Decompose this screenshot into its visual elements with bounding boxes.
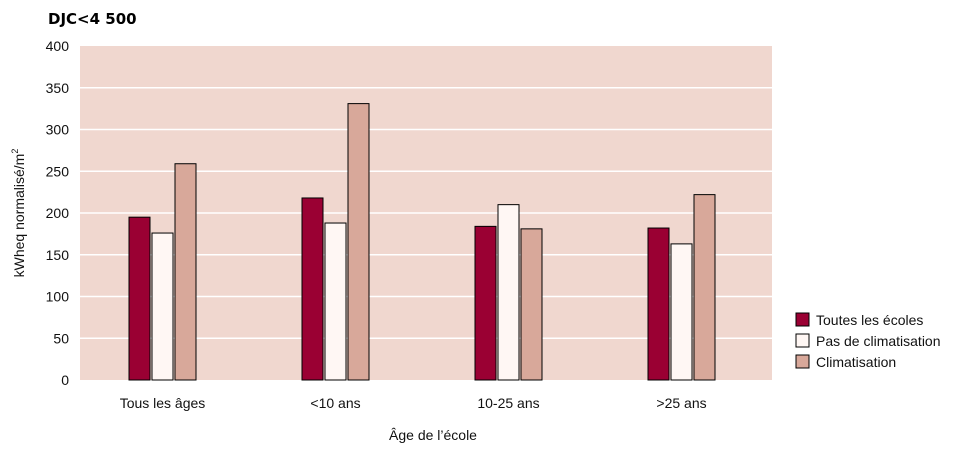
bar (693, 194, 716, 381)
bar (647, 227, 670, 381)
x-axis-ticks: Tous les âges <10 ans 10-25 ans >25 ans (120, 395, 707, 411)
bar (324, 222, 347, 381)
bar (174, 163, 197, 381)
chart-title: DJC<4 500 (48, 10, 137, 28)
y-tick-label: 200 (46, 205, 70, 221)
legend-swatch (795, 312, 810, 327)
x-tick-label: <10 ans (310, 395, 360, 411)
y-tick-label: 300 (46, 122, 70, 138)
legend-swatch (795, 354, 810, 369)
bar (301, 197, 324, 381)
legend: Toutes les écoles Pas de climatisation Cli… (795, 312, 941, 370)
legend-label: Pas de climatisation (816, 333, 941, 349)
bar (497, 204, 520, 381)
y-tick-label: 350 (46, 80, 70, 96)
bar (151, 232, 174, 381)
y-axis-label-superscript: 2 (10, 149, 20, 154)
legend-label: Climatisation (816, 354, 896, 370)
x-tick-label: 10-25 ans (477, 395, 539, 411)
y-tick-label: 0 (61, 372, 69, 388)
x-axis-label: Âge de l’école (389, 427, 477, 443)
y-axis-ticks: 0 50 100 150 200 250 300 350 400 (46, 38, 70, 388)
legend-label: Toutes les écoles (816, 312, 923, 328)
y-tick-label: 150 (46, 247, 70, 263)
bars (128, 103, 716, 381)
legend-swatch (795, 333, 810, 348)
bar (474, 225, 497, 381)
bar (347, 103, 370, 381)
x-tick-label: Tous les âges (120, 395, 206, 411)
y-tick-label: 50 (53, 330, 69, 346)
bar (670, 243, 693, 381)
y-tick-label: 400 (46, 38, 70, 54)
bar (520, 228, 543, 381)
x-tick-label: >25 ans (656, 395, 706, 411)
y-tick-label: 100 (46, 289, 70, 305)
y-axis-label-main: kWheq normalisé/m (11, 154, 27, 278)
y-tick-label: 250 (46, 163, 70, 179)
bar (128, 216, 151, 381)
y-axis-label: kWheq normalisé/m2 (10, 149, 27, 278)
